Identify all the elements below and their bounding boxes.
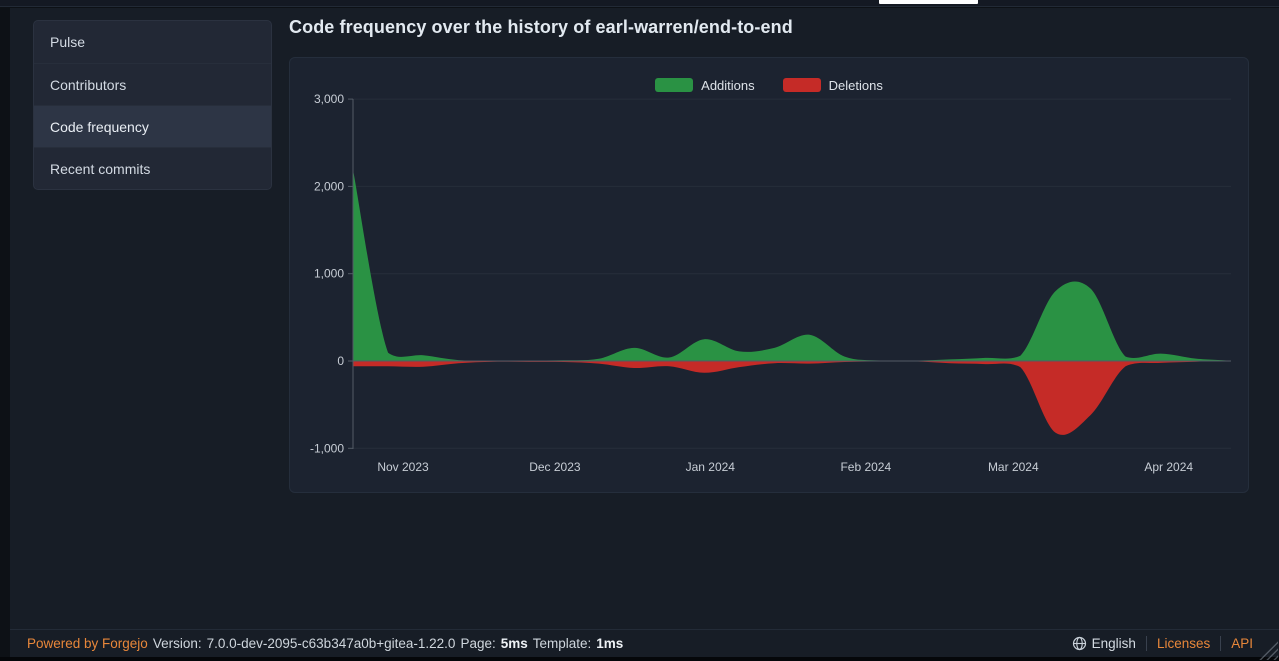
template-time-label: Template: — [532, 636, 592, 651]
svg-text:Apr 2024: Apr 2024 — [1144, 460, 1193, 474]
legend-item-additions[interactable]: Additions — [655, 77, 755, 93]
footer-divider — [1220, 636, 1222, 651]
svg-text:Jan 2024: Jan 2024 — [686, 460, 736, 474]
code-frequency-area-chart: 3,000 2,000 1,000 0 -1,000 Nov 2023 Dec 2023 Ja… — [310, 92, 1231, 474]
svg-text:3,000: 3,000 — [314, 92, 344, 106]
svg-text:0: 0 — [337, 354, 344, 368]
additions-swatch — [655, 78, 694, 92]
sidebar-item-pulse[interactable]: Pulse — [50, 34, 86, 50]
chart-legend: Additions Deletions — [290, 77, 1248, 93]
globe-icon — [1072, 636, 1086, 651]
svg-text:Feb 2024: Feb 2024 — [840, 460, 891, 474]
version-label: Version: — [152, 636, 202, 651]
legend-item-deletions[interactable]: Deletions — [782, 77, 883, 93]
language-label: English — [1091, 636, 1136, 651]
language-menu-button[interactable]: English — [1072, 636, 1136, 651]
code-frequency-chart-card: Additions Deletions 3,000 2,000 1,000 0 -1,0… — [289, 57, 1249, 493]
window-bottom-edge — [0, 657, 1279, 661]
template-time-value: 1ms — [596, 636, 624, 651]
powered-by-forgejo-link[interactable]: Powered by Forgejo — [27, 636, 148, 651]
legend-label-deletions: Deletions — [828, 77, 883, 93]
page-time-label: Page: — [460, 636, 496, 651]
svg-text:1,000: 1,000 — [314, 267, 344, 281]
repo-activity-sidebar-menu: Pulse Contributors Code frequency Recent… — [33, 20, 272, 190]
svg-text:Dec 2023: Dec 2023 — [529, 460, 581, 474]
footer-right: English Licenses API — [1072, 636, 1253, 651]
svg-text:2,000: 2,000 — [314, 179, 344, 193]
footer-left: Powered by Forgejo Version: 7.0.0-dev-20… — [27, 636, 623, 651]
page-title: Code frequency over the history of earl-… — [289, 17, 793, 37]
footer-divider — [1145, 636, 1147, 651]
svg-text:Nov 2023: Nov 2023 — [377, 460, 429, 474]
svg-text:Mar 2024: Mar 2024 — [988, 460, 1039, 474]
active-tab-indicator — [879, 0, 978, 4]
sidebar-item-contributors[interactable]: Contributors — [34, 63, 271, 105]
sidebar-item-recent-commits[interactable]: Recent commits — [34, 147, 271, 189]
licenses-link[interactable]: Licenses — [1156, 636, 1211, 651]
page-background: Pulse Contributors Code frequency Recent… — [10, 8, 1279, 661]
sidebar-item-code-frequency[interactable]: Code frequency — [34, 105, 271, 147]
version-value: 7.0.0-dev-2095-c63b347a0b+gitea-1.22.0 — [206, 636, 456, 651]
deletions-swatch — [782, 78, 821, 92]
page-time-value: 5ms — [500, 636, 528, 651]
top-tab-strip — [0, 0, 1279, 7]
svg-text:-1,000: -1,000 — [310, 441, 344, 455]
legend-label-additions: Additions — [701, 77, 755, 93]
api-link[interactable]: API — [1231, 636, 1253, 651]
footer: Powered by Forgejo Version: 7.0.0-dev-20… — [10, 629, 1279, 657]
